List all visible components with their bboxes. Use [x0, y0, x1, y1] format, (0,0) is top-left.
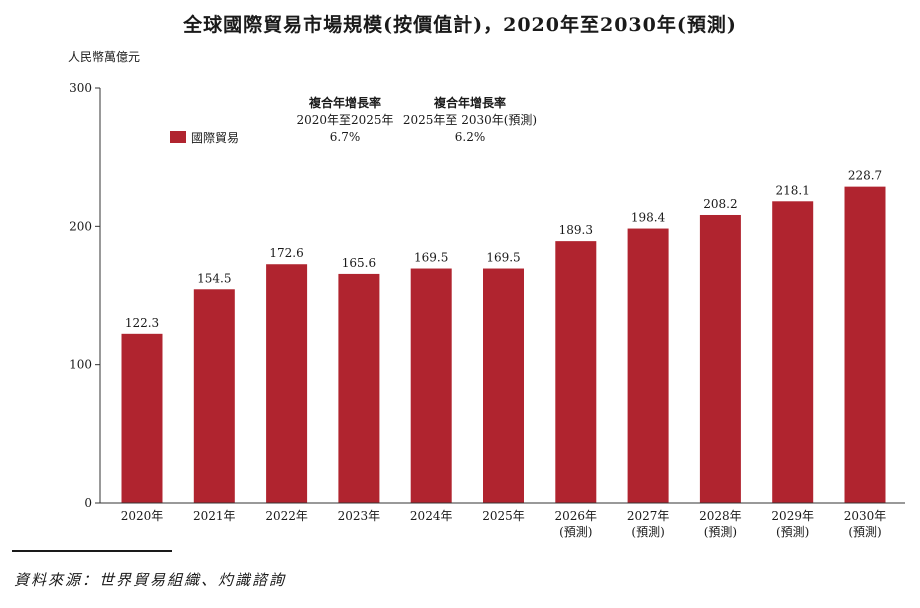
y-tick-label: 100	[69, 358, 92, 372]
x-tick-label: 2023年	[338, 509, 381, 523]
x-tick-label: 2027年	[627, 509, 670, 523]
y-tick-label: 300	[69, 81, 92, 95]
bar-value-label: 218.1	[776, 183, 810, 197]
cagr-value: 6.7%	[330, 130, 361, 144]
cagr-heading: 複合年增長率	[433, 95, 506, 110]
x-tick-label: 2021年	[193, 509, 236, 523]
bars	[121, 186, 886, 504]
y-axis: 0 100 200 300 人民幣萬億元	[68, 50, 140, 510]
bar-value-label: 228.7	[848, 169, 882, 183]
bar	[483, 268, 524, 503]
cagr-annotations: 複合年增長率 2020年至2025年 6.7% 複合年增長率 2025年至 2030年(…	[296, 95, 537, 144]
x-tick-label: (預測)	[631, 525, 664, 539]
x-axis: 2020年 2021年 2022年 2023年 2024年 2025年 2026年 (預測) 2…	[100, 502, 905, 539]
x-tick-label: (預測)	[559, 525, 592, 539]
bar	[338, 273, 380, 503]
bar-value-label: 189.3	[559, 223, 593, 237]
legend-swatch	[170, 131, 186, 143]
bar-value-label: 169.5	[486, 251, 520, 265]
bar-value-label: 154.5	[197, 271, 231, 285]
x-tick-label: 2028年	[699, 509, 742, 523]
x-tick-label: (預測)	[704, 525, 737, 539]
y-tick-label: 0	[84, 496, 92, 510]
cagr-period: 2020年至2025年	[296, 113, 393, 127]
bar	[772, 201, 814, 504]
y-tick-label: 200	[69, 219, 92, 233]
bar	[555, 241, 597, 503]
x-tick-label: 2026年	[555, 509, 598, 523]
legend: 國際貿易	[170, 131, 239, 145]
bar-value-label: 165.6	[342, 256, 376, 270]
legend-label: 國際貿易	[191, 131, 239, 145]
bar	[627, 228, 669, 503]
x-tick-label: 2030年	[844, 509, 887, 523]
x-tick-label: 2029年	[771, 509, 814, 523]
cagr-heading: 複合年增長率	[308, 95, 381, 110]
x-tick-label: 2024年	[410, 509, 453, 523]
cagr-period: 2025年至 2030年(預測)	[403, 113, 537, 127]
chart-title: 全球國際貿易市場規模(按價值計)，2020年至2030年(預測)	[183, 14, 737, 36]
x-tick-label: (預測)	[776, 525, 809, 539]
bar-value-label: 169.5	[414, 251, 448, 265]
bar	[193, 289, 235, 503]
cagr-value: 6.2%	[455, 130, 486, 144]
bar	[844, 186, 886, 504]
bar-value-label: 208.2	[703, 197, 737, 211]
x-tick-label: 2025年	[482, 509, 525, 523]
bar	[410, 268, 452, 503]
y-axis-label: 人民幣萬億元	[68, 50, 140, 64]
x-tick-label: 2022年	[265, 509, 308, 523]
bar-value-label: 122.3	[125, 316, 159, 330]
bar-value-label: 172.6	[269, 246, 303, 260]
bar	[266, 264, 308, 503]
x-tick-label: (預測)	[848, 525, 881, 539]
x-tick-label: 2020年	[121, 509, 164, 523]
source-divider	[12, 550, 172, 552]
value-labels: 122.3 154.5 172.6 165.6 169.5 169.5 189.3 198.4…	[125, 169, 882, 330]
bar	[699, 214, 741, 504]
bar	[121, 333, 163, 503]
bar-value-label: 198.4	[631, 211, 666, 225]
source-note: 資料來源：世界貿易組織、灼識諮詢	[14, 571, 287, 589]
